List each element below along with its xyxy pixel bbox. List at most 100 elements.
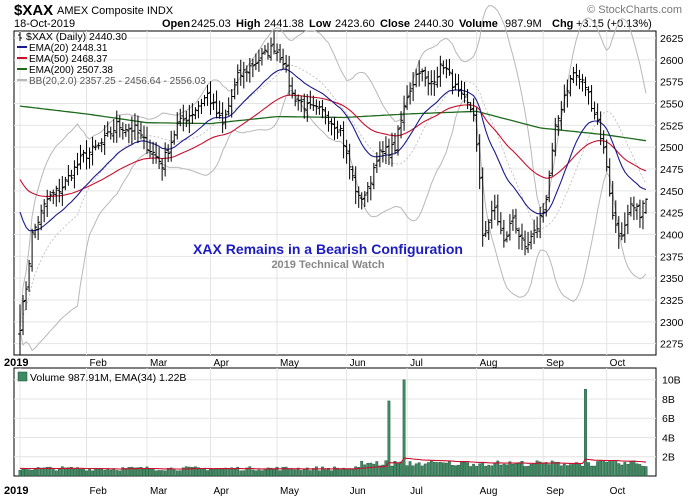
legend-bb: BB(20,2.0) 2357.25 - 2456.64 - 2556.03 (29, 76, 206, 87)
x-tick-label: Apr (214, 486, 230, 497)
close-label: Close (380, 18, 410, 30)
volume-bar (139, 467, 143, 477)
ohlc-bar (220, 102, 225, 134)
high-label: High (236, 18, 261, 30)
low-label: Low (309, 18, 331, 30)
volume-bar (487, 464, 491, 477)
volume-bar (260, 470, 264, 477)
volume-bar (154, 470, 158, 477)
volume-bar (272, 468, 276, 477)
volume-bar (439, 462, 442, 477)
volume-bar (408, 461, 412, 477)
volume-bar (187, 466, 191, 477)
volume-bar (269, 467, 273, 477)
volume-bar (18, 470, 22, 477)
volume-bar (100, 468, 104, 477)
ohlc-bar (48, 191, 53, 202)
volume-bar (572, 463, 575, 477)
ohlc-bar (259, 47, 264, 66)
ohlc-bar (480, 167, 485, 247)
y-tick-label: 2300 (660, 317, 684, 329)
ohlc-bar (483, 220, 488, 238)
volume-bar (472, 463, 475, 477)
ohlc-bar (350, 165, 355, 181)
volume-ema-line (20, 457, 647, 470)
ohlc-bar (30, 228, 35, 272)
volume-bar (632, 460, 636, 477)
volume-bar (327, 468, 330, 477)
volume-bar (484, 466, 488, 477)
ohlc-bar (138, 122, 143, 140)
volume-bar (448, 461, 451, 477)
volume-bar (76, 467, 79, 477)
ohlc-bar (232, 78, 237, 100)
ohlc-bar (341, 121, 346, 159)
volume-bar (490, 465, 494, 477)
volume-bar (281, 467, 285, 477)
ohlc-bar (69, 169, 74, 182)
ohlc-bar (380, 141, 385, 163)
ohlc-bar (622, 212, 627, 243)
ohlc-bar (550, 142, 555, 176)
ohlc-bar (42, 199, 47, 223)
ohlc-bar (553, 117, 558, 157)
volume-bar (148, 469, 152, 477)
ohlc-bar (117, 115, 122, 138)
x-tick-label: Feb (90, 486, 108, 497)
ohlc-bar (420, 68, 425, 82)
volume-bar (263, 468, 267, 477)
volume-bar (354, 466, 358, 477)
volume-bar (145, 466, 149, 477)
volume-bar (363, 464, 367, 477)
ohlc-bar (526, 231, 531, 254)
ema20-line (19, 68, 647, 232)
volume-bar (445, 462, 448, 477)
volume-bar (420, 465, 424, 477)
ohlc-bar (87, 147, 92, 169)
ohlc-bar (516, 227, 521, 250)
ohlc-bar (374, 152, 379, 173)
volume-bar (562, 463, 566, 477)
ohlc-bar (108, 126, 113, 140)
volume-bar (553, 461, 557, 477)
ohlc-bar (532, 219, 537, 244)
ohlc-bar (217, 100, 222, 119)
stockcharts-watermark: © StockCharts.com (587, 4, 682, 16)
y-tick-label: 2625 (660, 33, 684, 45)
y-tick-label: 2450 (660, 186, 684, 198)
volume-bar (42, 467, 46, 477)
volume-bar (133, 467, 137, 477)
volume-bar (112, 468, 116, 477)
volume-bar (578, 463, 581, 477)
x-tick-label: Oct (610, 486, 626, 497)
x-tick-label: 2019 (4, 357, 28, 369)
ohlc-bar (60, 176, 65, 206)
volume-bar (172, 469, 176, 477)
volume-bar (508, 461, 512, 477)
ohlc-bar (320, 99, 325, 119)
volume-bar (417, 462, 421, 477)
ohlc-bar (359, 192, 364, 210)
volume-bar (614, 460, 618, 477)
volume-bar (629, 461, 633, 477)
volume-bar (435, 462, 439, 477)
volume-bar (151, 469, 155, 477)
ohlc-bar (323, 106, 328, 125)
legend-ema200: EMA(200) 2507.38 (29, 65, 113, 76)
ohlc-bar (535, 216, 540, 239)
chart-symbol: $XAX (14, 2, 53, 19)
volume-bar (517, 462, 521, 477)
volume-bar (224, 467, 227, 477)
ohlc-bar (39, 204, 44, 231)
volume-bar (160, 470, 164, 477)
ohlc-bar (54, 185, 59, 207)
volume-bar (88, 468, 92, 477)
y-tick-label: 2575 (660, 77, 684, 89)
close-value: 2440.30 (414, 18, 454, 30)
ohlc-bar (211, 93, 216, 110)
ohlc-bar (568, 74, 573, 97)
volume-bar (266, 467, 270, 477)
volume-bar (33, 468, 37, 477)
volume-bar (127, 467, 131, 477)
